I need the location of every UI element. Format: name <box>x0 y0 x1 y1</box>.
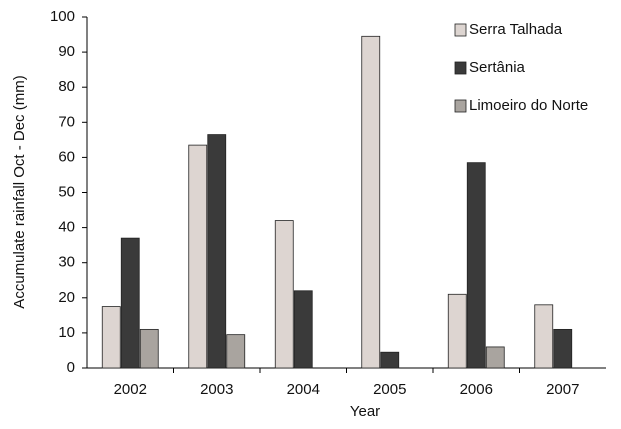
bar <box>380 351 400 369</box>
y-tick-label: 20 <box>58 289 75 306</box>
legend-label: Sertânia <box>469 59 526 76</box>
x-tick-label: 2003 <box>200 381 233 398</box>
legend-label: Serra Talhada <box>469 21 563 38</box>
legend-swatch <box>454 23 467 37</box>
x-axis-label: Year <box>350 403 380 420</box>
y-tick-label: 60 <box>58 148 75 165</box>
bar <box>226 334 246 369</box>
bar <box>101 306 121 369</box>
y-tick-label: 100 <box>50 8 75 25</box>
x-tick-label: 2004 <box>287 381 320 398</box>
bar <box>120 237 140 369</box>
y-tick-label: 70 <box>58 113 75 130</box>
y-tick-label: 10 <box>58 324 75 341</box>
bar <box>293 290 313 369</box>
y-tick-label: 30 <box>58 254 75 271</box>
x-tick-label: 2006 <box>460 381 493 398</box>
bar <box>485 346 505 369</box>
y-tick-label: 90 <box>58 43 75 60</box>
bar <box>207 134 227 369</box>
bar <box>553 328 573 369</box>
y-tick-label: 50 <box>58 183 75 200</box>
x-tick-label: 2005 <box>373 381 406 398</box>
y-tick-label: 80 <box>58 78 75 95</box>
bar <box>361 35 381 369</box>
y-tick-label: 40 <box>58 219 75 236</box>
bar <box>466 162 486 369</box>
bar <box>188 144 208 369</box>
x-tick-label: 2002 <box>114 381 147 398</box>
bar <box>447 293 467 369</box>
legend-label: Limoeiro do Norte <box>469 97 588 114</box>
bar <box>534 304 554 369</box>
bar <box>139 328 159 369</box>
y-tick-label: 0 <box>67 359 75 376</box>
y-axis-label: Accumulate rainfall Oct - Dec (mm) <box>11 75 28 308</box>
bar <box>274 220 294 369</box>
x-tick-label: 2007 <box>546 381 579 398</box>
legend-swatch <box>454 99 467 113</box>
legend-swatch <box>454 61 467 75</box>
